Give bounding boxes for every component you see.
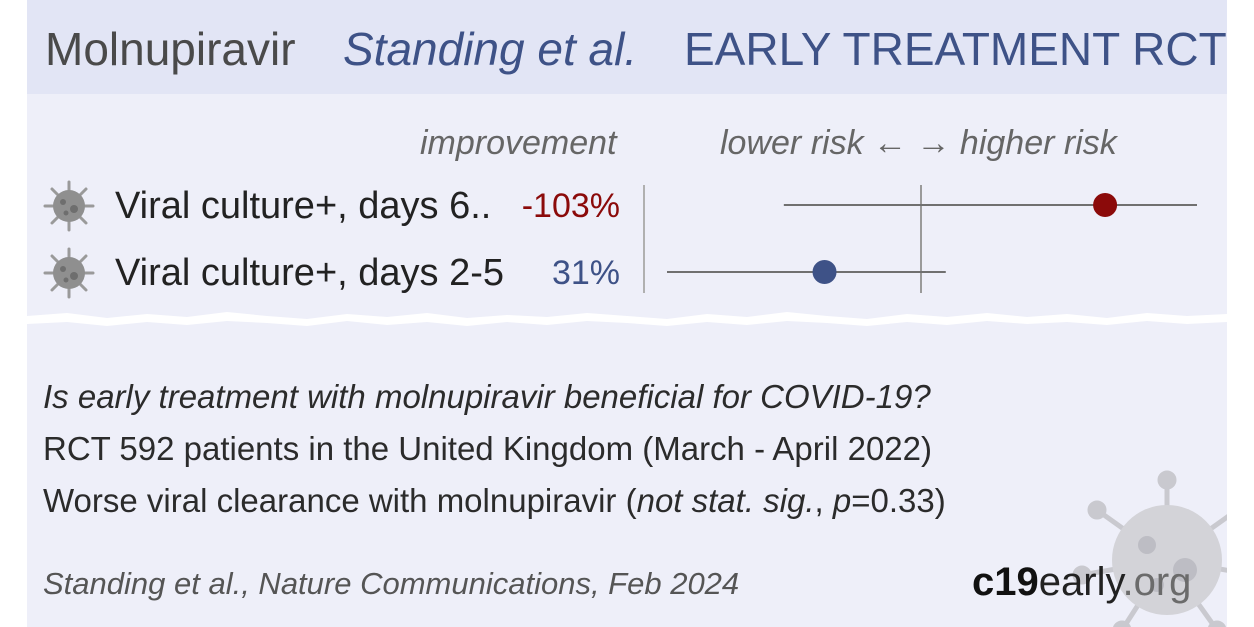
citation: Standing et al., Nature Communications, … bbox=[43, 566, 740, 601]
effect-point bbox=[1093, 193, 1118, 217]
outcome-label: Viral culture+, days 6.. bbox=[115, 185, 492, 227]
improvement-column-header: improvement bbox=[420, 124, 617, 162]
virus-icon bbox=[43, 247, 95, 299]
virus-icon bbox=[43, 180, 95, 232]
title-bar: Molnupiravir Standing et al. EARLY TREAT… bbox=[27, 0, 1227, 94]
improvement-value: -103% bbox=[521, 187, 620, 225]
trial-type: EARLY TREATMENT RCT bbox=[684, 23, 1227, 75]
study-question: Is early treatment with molnupiravir ben… bbox=[43, 378, 931, 415]
virus-watermark-icon bbox=[1072, 470, 1227, 627]
torn-divider bbox=[27, 312, 1227, 326]
outcome-label: Viral culture+, days 2-5 bbox=[115, 252, 504, 294]
site-logo[interactable]: c19early.org bbox=[972, 560, 1192, 604]
risk-scale-header: lower risk ← → higher risk bbox=[720, 124, 1117, 162]
study-authors: Standing et al. bbox=[343, 23, 638, 75]
improvement-value: 31% bbox=[551, 254, 620, 292]
study-result: Worse viral clearance with molnupiravir … bbox=[43, 482, 946, 519]
drug-name: Molnupiravir bbox=[45, 23, 296, 75]
study-design: RCT 592 patients in the United Kingdom (… bbox=[43, 430, 933, 467]
effect-point bbox=[812, 260, 837, 284]
forest-plot bbox=[643, 185, 1197, 293]
study-card: Molnupiravir Standing et al. EARLY TREAT… bbox=[27, 0, 1227, 627]
